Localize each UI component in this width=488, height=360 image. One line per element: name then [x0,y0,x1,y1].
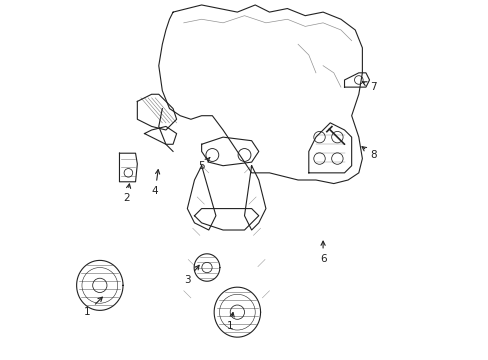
Text: 3: 3 [183,265,199,285]
Text: 1: 1 [226,312,234,332]
Text: 8: 8 [361,147,376,160]
Text: 4: 4 [152,170,160,196]
Text: 2: 2 [123,184,130,203]
Text: 5: 5 [198,158,209,171]
Text: 6: 6 [319,241,325,264]
Text: 7: 7 [362,82,376,92]
Text: 1: 1 [84,297,102,317]
